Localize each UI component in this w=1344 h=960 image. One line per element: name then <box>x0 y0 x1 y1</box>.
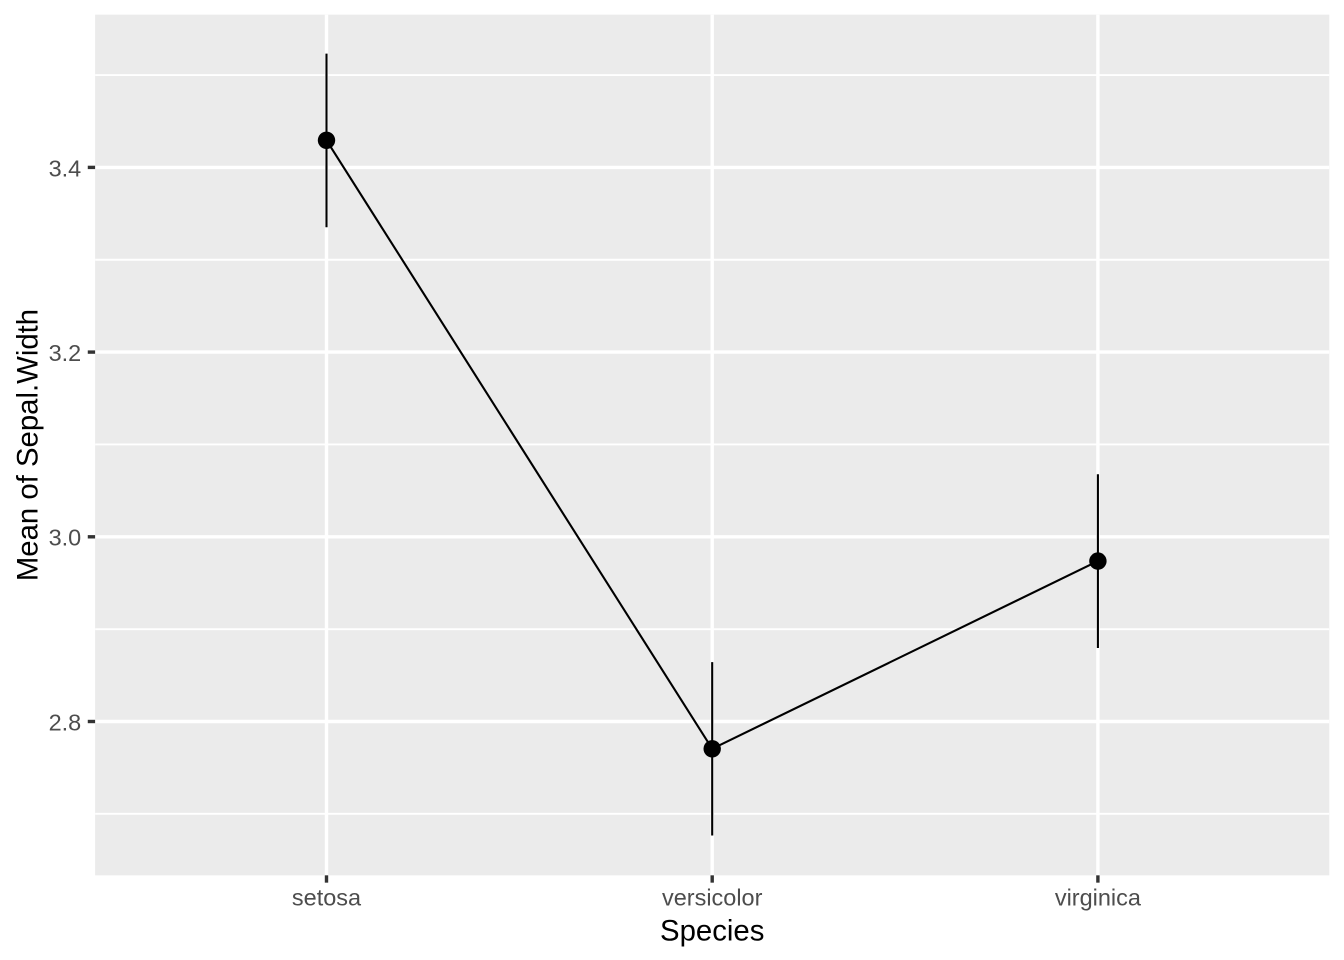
svg-text:Mean of Sepal.Width: Mean of Sepal.Width <box>12 309 45 581</box>
svg-text:Species: Species <box>660 915 764 948</box>
svg-text:versicolor: versicolor <box>662 884 763 910</box>
svg-text:virginica: virginica <box>1055 884 1142 910</box>
svg-text:setosa: setosa <box>292 884 362 910</box>
svg-text:3.4: 3.4 <box>49 155 82 181</box>
svg-text:2.8: 2.8 <box>49 709 82 735</box>
svg-text:3.0: 3.0 <box>49 525 82 551</box>
svg-text:3.2: 3.2 <box>49 340 82 366</box>
